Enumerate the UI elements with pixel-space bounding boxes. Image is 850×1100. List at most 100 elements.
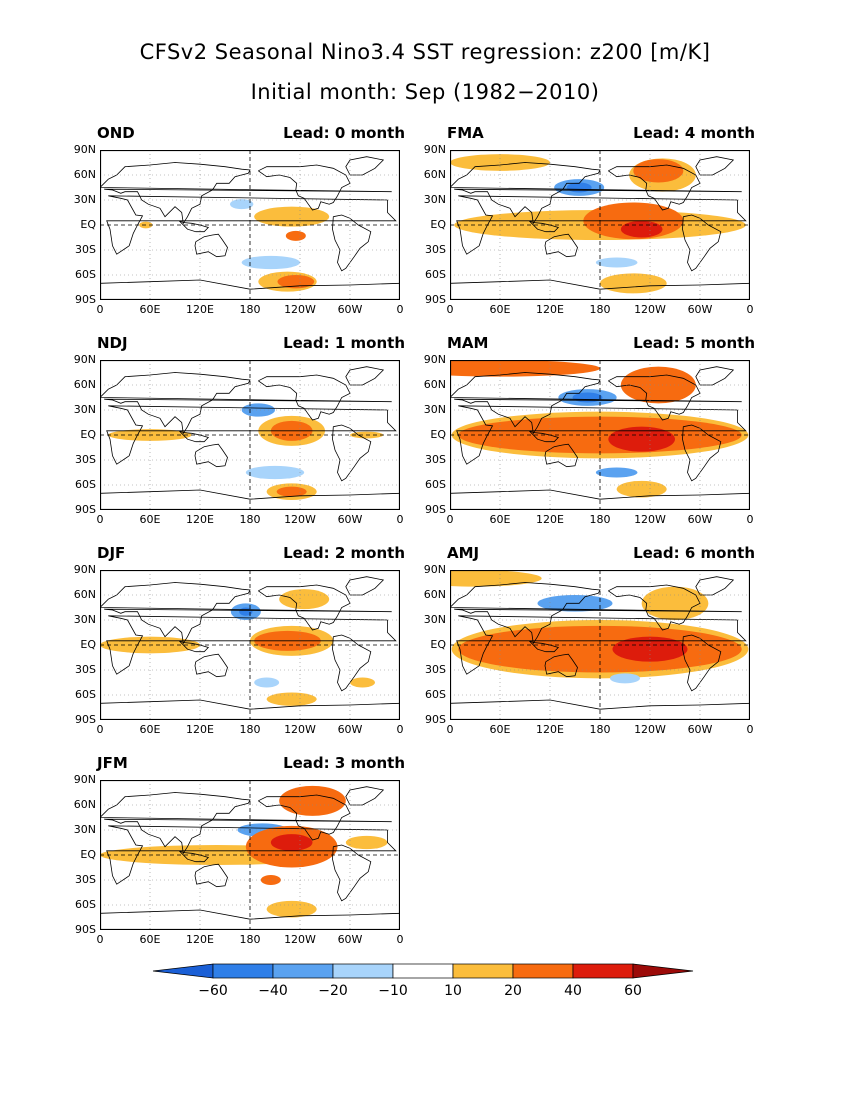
map-frame — [100, 780, 400, 930]
anomaly-region — [610, 673, 640, 684]
y-tick-label: 90N — [73, 563, 96, 576]
x-tick-label: 60W — [337, 513, 363, 526]
anomaly-region — [620, 220, 663, 238]
x-tick-label: 60W — [337, 723, 363, 736]
x-tick-label: 120E — [186, 513, 214, 526]
coastline — [528, 220, 560, 233]
x-tick-label: 60E — [489, 723, 511, 736]
map-panel-ond: OND Lead: 0 month — [95, 124, 405, 324]
x-tick-label: 120E — [186, 723, 214, 736]
colorbar-box — [332, 963, 394, 979]
coastline — [456, 405, 747, 465]
coastline — [345, 366, 385, 386]
lead-label: Lead: 2 month — [283, 544, 405, 562]
colorbar-label: −10 — [378, 983, 408, 999]
coastline — [695, 366, 735, 386]
x-tick-label: 120W — [634, 303, 666, 316]
coastline — [100, 489, 400, 500]
anomaly-region — [595, 467, 638, 478]
lead-label: Lead: 5 month — [633, 334, 755, 352]
season-label: AMJ — [447, 544, 480, 562]
map-frame — [450, 570, 750, 720]
anomaly-region — [241, 255, 300, 270]
x-tick-label: 120W — [284, 513, 316, 526]
anomaly-region — [279, 589, 330, 610]
y-tick-label: 60S — [75, 688, 96, 701]
season-label: FMA — [447, 124, 484, 142]
coastline — [258, 374, 351, 421]
y-tick-label: 30N — [423, 613, 446, 626]
anomaly-region — [254, 206, 330, 227]
y-tick-label: 90S — [75, 923, 96, 936]
y-tick-label: 60N — [73, 798, 96, 811]
y-tick-label: 30S — [75, 453, 96, 466]
colorbar-label: −40 — [258, 983, 288, 999]
y-tick-label: 60S — [75, 898, 96, 911]
x-tick-label: 120W — [284, 303, 316, 316]
anomaly-region — [600, 273, 667, 294]
y-tick-label: 30N — [423, 403, 446, 416]
coastline — [695, 576, 735, 596]
y-tick-label: 30S — [425, 453, 446, 466]
anomaly-region — [450, 570, 542, 587]
coastline — [100, 372, 392, 435]
coastline — [106, 195, 397, 255]
coastline — [194, 653, 228, 678]
x-tick-label: 180 — [239, 933, 261, 946]
y-tick-label: 30N — [423, 193, 446, 206]
coastline — [178, 220, 210, 233]
y-tick-label: 90N — [423, 143, 446, 156]
colorbar-label: 60 — [624, 983, 642, 999]
y-tick-label: EQ — [430, 428, 446, 441]
x-tick-label: 60E — [139, 303, 161, 316]
chart-title: CFSv2 Seasonal Nino3.4 SST regression: z… — [139, 40, 711, 64]
anomaly-region — [277, 275, 315, 289]
anomaly-region — [270, 834, 313, 851]
x-tick-label: 120E — [536, 303, 564, 316]
map-panel-mam: MAM Lead: 5 month — [445, 334, 755, 534]
y-tick-label: 90N — [73, 143, 96, 156]
anomaly-region — [279, 785, 346, 816]
colorbar-box — [512, 963, 574, 979]
colorbar-label: 20 — [504, 983, 522, 999]
coastline — [100, 909, 400, 920]
coastline — [100, 279, 400, 290]
coastline — [528, 640, 560, 653]
x-tick-label: 120E — [186, 303, 214, 316]
coastline — [194, 863, 228, 888]
y-tick-label: 90N — [73, 353, 96, 366]
colorbar-triangle-low — [152, 963, 214, 979]
coastline — [528, 430, 560, 443]
coastline — [450, 279, 750, 290]
coastline — [178, 850, 210, 863]
anomaly-region — [285, 230, 306, 241]
coastline — [258, 584, 351, 631]
anomaly-region — [616, 480, 667, 498]
y-tick-label: 30S — [75, 873, 96, 886]
y-tick-label: EQ — [430, 218, 446, 231]
anomaly-region — [350, 677, 375, 688]
anomaly-region — [230, 199, 254, 210]
y-tick-label: 90S — [425, 503, 446, 516]
anomaly-region — [345, 835, 388, 850]
coastline — [258, 164, 351, 211]
x-tick-label: 60W — [337, 933, 363, 946]
x-tick-label: 0 — [396, 513, 404, 526]
x-tick-label: 120E — [536, 723, 564, 736]
x-tick-label: 60E — [139, 513, 161, 526]
colorbar-box — [392, 963, 454, 979]
x-tick-label: 0 — [396, 933, 404, 946]
coastline — [450, 699, 750, 710]
y-tick-label: 30N — [73, 613, 96, 626]
y-tick-label: EQ — [80, 428, 96, 441]
map-panel-fma: FMA Lead: 4 month — [445, 124, 755, 324]
x-tick-label: 180 — [239, 303, 261, 316]
y-tick-label: 30N — [73, 823, 96, 836]
y-tick-label: 60N — [73, 168, 96, 181]
x-tick-label: 60W — [687, 513, 713, 526]
colorbar-box — [452, 963, 514, 979]
map-frame — [100, 360, 400, 510]
coastline — [100, 699, 400, 710]
x-tick-label: 0 — [96, 723, 104, 736]
x-tick-label: 120W — [284, 933, 316, 946]
